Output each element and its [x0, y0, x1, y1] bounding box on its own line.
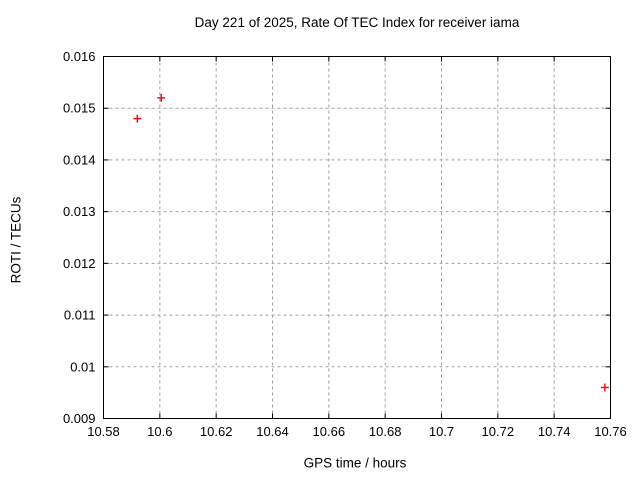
x-tick-label: 10.64	[256, 424, 289, 439]
y-tick-label: 0.009	[63, 411, 96, 426]
x-tick-label: 10.76	[594, 424, 627, 439]
plot-border	[103, 56, 611, 419]
chart-title: Day 221 of 2025, Rate Of TEC Index for r…	[194, 15, 520, 30]
y-tick-label: 0.015	[63, 101, 96, 116]
y-tick-label: 0.013	[63, 204, 96, 219]
x-tick-label: 10.58	[87, 424, 120, 439]
x-tick-label: 10.6	[147, 424, 172, 439]
x-tick-label: 10.7	[429, 424, 454, 439]
x-tick-label: 10.62	[200, 424, 233, 439]
y-tick-label: 0.01	[70, 359, 95, 374]
x-tick-label: 10.68	[369, 424, 402, 439]
y-tick-label: 0.014	[63, 152, 96, 167]
x-tick-label: 10.72	[482, 424, 515, 439]
y-tick-label: 0.016	[63, 49, 96, 64]
x-tick-label: 10.66	[313, 424, 346, 439]
y-tick-label: 0.012	[63, 256, 96, 271]
y-tick-label: 0.011	[64, 308, 96, 323]
x-axis-label: GPS time / hours	[303, 455, 407, 471]
x-tick-label: 10.74	[538, 424, 571, 439]
